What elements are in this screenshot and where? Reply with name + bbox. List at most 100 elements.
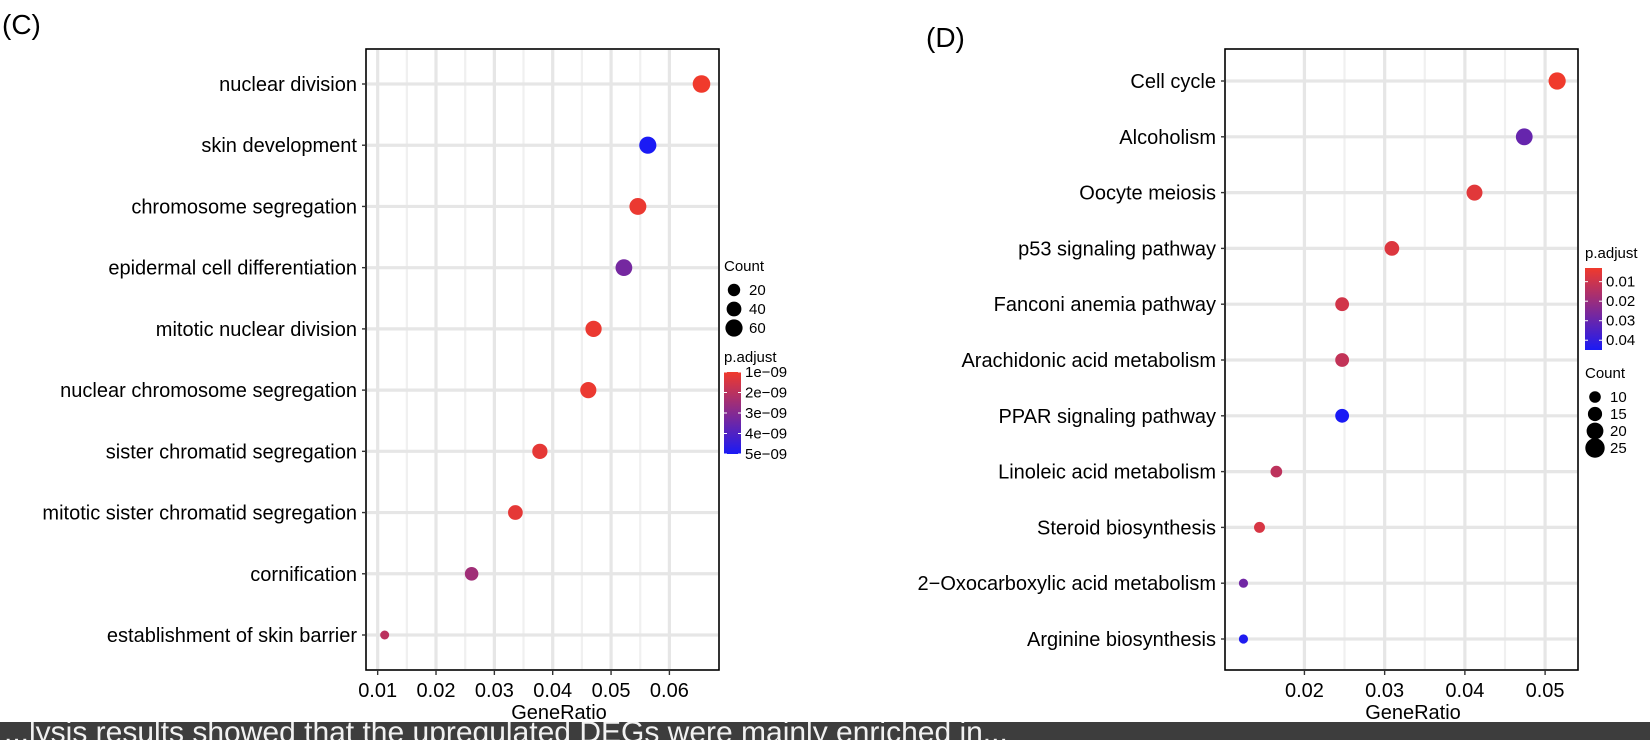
- term-label: Alcoholism: [1119, 127, 1216, 149]
- color-legend-label: 0.01: [1606, 274, 1635, 291]
- x-tick-label: 0.03: [1365, 680, 1404, 702]
- caption-text: ...lysis results showed that the upregul…: [4, 722, 1008, 740]
- color-legend-bar: [724, 372, 741, 454]
- data-point: [1384, 241, 1400, 256]
- color-legend-label: 0.03: [1606, 313, 1635, 330]
- size-legend-title: Count: [724, 258, 765, 275]
- data-point: [629, 197, 647, 215]
- data-point: [507, 505, 523, 520]
- x-tick-label: 0.02: [1285, 680, 1324, 702]
- x-tick-label: 0.03: [475, 680, 514, 702]
- data-point: [464, 566, 479, 581]
- size-legend-dot: [1589, 391, 1601, 403]
- term-label: chromosome segregation: [131, 196, 357, 218]
- size-legend-label: 10: [1610, 389, 1627, 406]
- x-tick-label: 0.04: [1445, 680, 1484, 702]
- panel-d-points: [1238, 72, 1566, 644]
- panel-d-x-ticks: 0.02 0.03 0.04 0.05: [1285, 670, 1565, 702]
- term-label: p53 signaling pathway: [1018, 238, 1216, 260]
- size-legend-label: 40: [749, 301, 766, 318]
- size-legend-dot: [725, 319, 743, 337]
- size-legend-dot: [726, 301, 742, 317]
- color-legend-label: 4e−09: [745, 426, 787, 443]
- size-legend-label: 15: [1610, 406, 1627, 423]
- panel-d: (D) Cell cycle Alcoholism Oocyte meiosis p5…: [918, 22, 1639, 722]
- data-point: [639, 136, 657, 154]
- panel-c-plot-area: [365, 48, 720, 671]
- term-label: mitotic nuclear division: [156, 319, 357, 341]
- color-legend-label: 5e−09: [745, 446, 787, 463]
- caption-strip: ...lysis results showed that the upregul…: [0, 722, 1650, 740]
- term-label: Arachidonic acid metabolism: [961, 350, 1216, 372]
- data-point: [380, 630, 390, 640]
- color-legend-title: p.adjust: [1585, 245, 1638, 262]
- data-point: [1238, 634, 1249, 644]
- term-label: nuclear division: [219, 74, 357, 96]
- x-tick-label: 0.05: [1526, 680, 1565, 702]
- size-legend-dot: [727, 283, 741, 297]
- data-point: [1335, 297, 1350, 312]
- size-legend-dot: [1587, 406, 1603, 422]
- data-point: [1335, 408, 1350, 423]
- panel-c-label: (C): [2, 9, 41, 40]
- data-point: [585, 320, 602, 338]
- term-label: establishment of skin barrier: [107, 625, 357, 647]
- x-tick-label: 0.02: [417, 680, 456, 702]
- panel-d-label: (D): [926, 22, 965, 53]
- data-point: [1335, 353, 1350, 367]
- term-label: PPAR signaling pathway: [998, 406, 1216, 428]
- panel-c: (C) nuclear division skin development chro…: [2, 9, 787, 722]
- data-point: [1238, 578, 1249, 588]
- term-label: Oocyte meiosis: [1079, 183, 1216, 205]
- term-label: Arginine biosynthesis: [1027, 629, 1216, 651]
- term-label: skin development: [201, 135, 357, 157]
- data-point: [1270, 465, 1283, 478]
- panel-c-points: [380, 75, 711, 640]
- term-label: 2−Oxocarboxylic acid metabolism: [918, 573, 1216, 595]
- term-label: cornification: [250, 564, 357, 586]
- data-point: [615, 259, 633, 277]
- term-label: epidermal cell differentiation: [108, 258, 357, 280]
- color-legend-title: p.adjust: [724, 349, 777, 366]
- data-point: [1548, 72, 1566, 90]
- panel-d-grid: [1226, 50, 1577, 669]
- size-legend-label: 20: [1610, 423, 1627, 440]
- data-point: [1466, 184, 1483, 201]
- color-legend-bar: [1585, 268, 1602, 350]
- x-tick-label: 0.04: [533, 680, 572, 702]
- color-legend-label: 2e−09: [745, 385, 787, 402]
- data-point: [532, 443, 548, 459]
- color-legend-label: 0.04: [1606, 332, 1635, 349]
- panel-c-x-axis-label: GeneRatio: [511, 702, 607, 722]
- x-tick-label: 0.06: [650, 680, 689, 702]
- term-label: mitotic sister chromatid segregation: [42, 503, 357, 525]
- term-label: Fanconi anemia pathway: [994, 294, 1216, 316]
- panel-c-x-ticks: 0.01 0.02 0.03 0.04 0.05 0.06: [358, 670, 689, 702]
- panel-c-term-labels: nuclear division skin development chromoso…: [42, 74, 366, 647]
- x-tick-label: 0.01: [358, 680, 397, 702]
- data-point: [580, 382, 597, 399]
- size-legend-title: Count: [1585, 365, 1626, 382]
- term-label: nuclear chromosome segregation: [60, 380, 357, 402]
- term-label: Linoleic acid metabolism: [998, 462, 1216, 484]
- size-legend-label: 25: [1610, 440, 1627, 457]
- color-legend-label: 1e−09: [745, 364, 787, 381]
- figure: (C) nuclear division skin development chro…: [2, 9, 1639, 722]
- panel-d-term-labels: Cell cycle Alcoholism Oocyte meiosis p53 si…: [918, 71, 1225, 651]
- data-point: [1254, 521, 1265, 533]
- term-label: Cell cycle: [1130, 71, 1216, 93]
- size-legend-dot: [1585, 438, 1605, 458]
- size-legend-dot: [1586, 422, 1604, 440]
- x-tick-label: 0.05: [592, 680, 631, 702]
- color-legend-label: 0.02: [1606, 293, 1635, 310]
- data-point: [692, 75, 711, 93]
- data-point: [1515, 128, 1533, 146]
- size-legend-label: 20: [749, 282, 766, 299]
- panel-d-x-axis-label: GeneRatio: [1365, 702, 1461, 722]
- term-label: sister chromatid segregation: [106, 441, 357, 463]
- size-legend-label: 60: [749, 320, 766, 337]
- term-label: Steroid biosynthesis: [1037, 517, 1216, 539]
- color-legend-label: 3e−09: [745, 405, 787, 422]
